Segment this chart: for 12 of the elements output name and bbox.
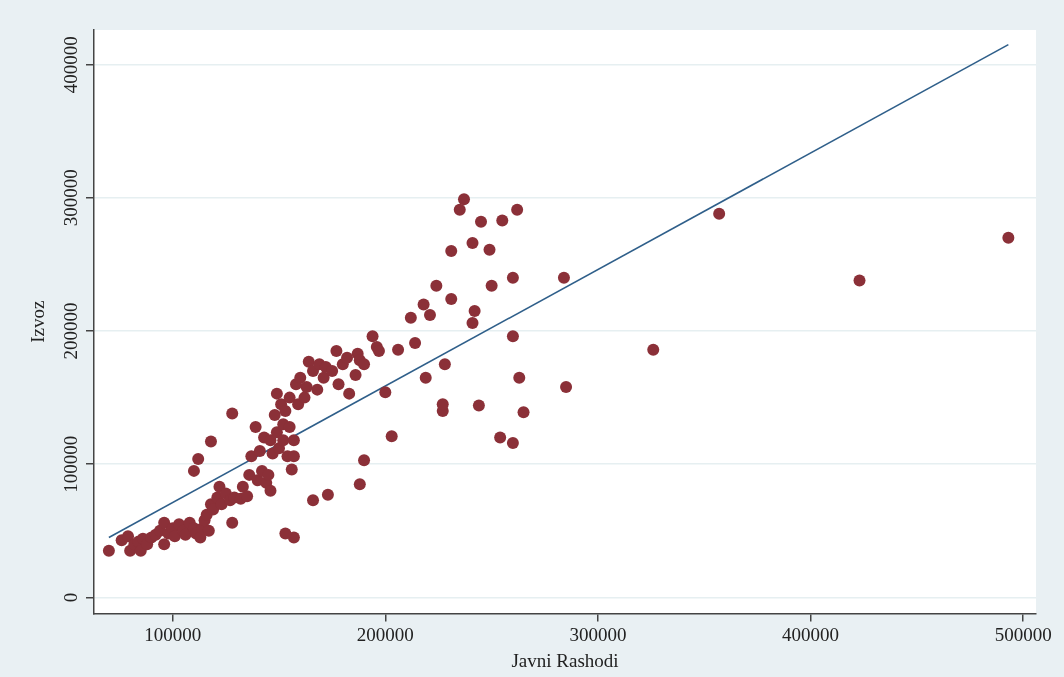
- y-axis-title: Izvoz: [27, 300, 49, 343]
- x-tick-label: 200000: [356, 623, 414, 645]
- x-axis-title: Javni Rashodi: [511, 649, 619, 671]
- y-tick-label: 0: [60, 592, 82, 603]
- y-tick-label: 100000: [60, 435, 82, 493]
- y-tick-label: 200000: [60, 302, 82, 360]
- x-tick-label: 400000: [782, 623, 840, 645]
- y-tick-label: 400000: [60, 36, 82, 94]
- x-tick-label: 300000: [569, 623, 627, 645]
- y-tick-label: 300000: [60, 169, 82, 227]
- x-tick-label: 100000: [144, 623, 202, 645]
- x-tick-label: 500000: [994, 623, 1052, 645]
